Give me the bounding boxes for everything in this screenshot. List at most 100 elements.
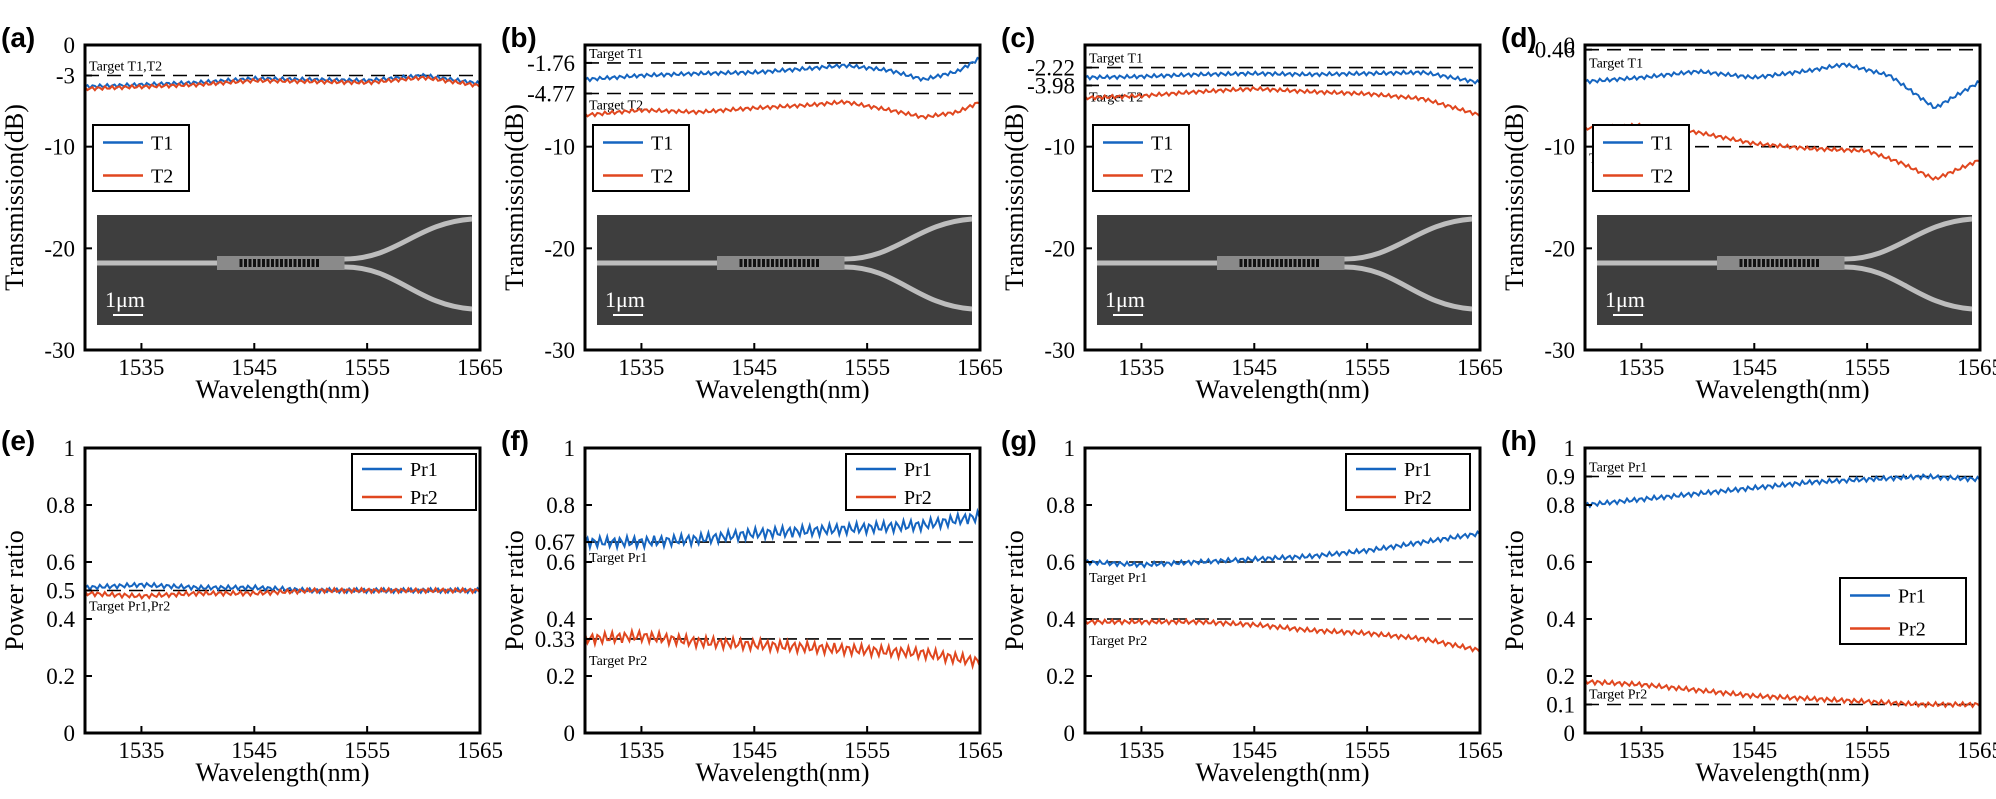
sem-etched-hole	[1289, 259, 1292, 267]
y-tick-label: 0.9	[1546, 465, 1575, 490]
x-tick-label: 1565	[957, 355, 1003, 380]
x-tick-label: 1555	[344, 738, 390, 763]
y-tick-label: -20	[44, 236, 75, 261]
legend: T1 T2	[1092, 124, 1190, 192]
legend-entry: T2	[1151, 166, 1173, 188]
x-tick-label: 1555	[1844, 355, 1890, 380]
legend-entry: T1	[151, 133, 173, 155]
legend-box	[1839, 577, 1967, 645]
sem-etched-hole	[262, 259, 265, 267]
sem-etched-hole	[1253, 259, 1256, 267]
series-line-t2	[584, 99, 981, 121]
sem-output-arm-lower	[1344, 264, 1473, 312]
y-tick-label: -10	[1544, 135, 1575, 160]
sem-etched-hole	[1298, 259, 1301, 267]
x-tick-label: 1565	[957, 738, 1003, 763]
panel-label: (f)	[501, 425, 529, 456]
sem-etched-hole	[1316, 259, 1319, 267]
y-axis-label: Transmission(dB)	[500, 104, 529, 291]
series-line-t2	[84, 75, 481, 92]
sem-etched-hole	[307, 259, 310, 267]
y-tick-label: 0.67	[535, 530, 575, 555]
x-axis-label: Wavelength(nm)	[1695, 758, 1869, 787]
panel-label: (b)	[501, 22, 537, 53]
sem-etched-hole	[253, 259, 256, 267]
x-tick-label: 1565	[1457, 738, 1503, 763]
y-tick-label: 0	[1564, 33, 1576, 58]
sem-etched-hole	[257, 259, 261, 267]
y-tick-label: 0	[564, 721, 576, 746]
y-tick-label: 0.8	[546, 493, 575, 518]
sem-etched-hole	[1780, 259, 1783, 267]
legend: T1 T2	[92, 124, 190, 192]
sem-etched-hole	[780, 259, 783, 267]
x-tick-label: 1535	[1118, 355, 1164, 380]
x-tick-label: 1545	[231, 738, 277, 763]
sem-etched-hole	[766, 259, 770, 267]
series-line-pr1	[1584, 472, 1981, 509]
y-tick-label: 1	[1064, 436, 1076, 461]
panel-label: (a)	[1, 22, 35, 53]
y-tick-label: -30	[1044, 338, 1075, 363]
legend-entry: T1	[651, 133, 673, 155]
sem-etched-hole	[1798, 259, 1801, 267]
sem-etched-hole	[302, 259, 306, 267]
panel-a: (a) 1μm Target T1,T2 T1 T2 1535 1545 1555 1565 0 -…	[0, 22, 503, 404]
y-tick-label: 0.4	[1546, 607, 1575, 632]
y-tick-label: -20	[1544, 236, 1575, 261]
series-line-pr1	[584, 507, 981, 552]
sem-etched-hole	[762, 259, 765, 267]
scale-bar-label: 1μm	[605, 287, 645, 312]
sem-etched-hole	[789, 259, 792, 267]
x-tick-label: 1545	[1231, 355, 1277, 380]
y-axis-label: Power ratio	[1000, 530, 1029, 651]
scale-bar-label: 1μm	[1605, 287, 1645, 312]
y-tick-label: 0	[1064, 721, 1076, 746]
sem-etched-hole	[739, 259, 743, 267]
sem-output-arm-upper	[344, 216, 473, 262]
sem-etched-hole	[1293, 259, 1297, 267]
y-tick-label: -3.98	[1027, 73, 1075, 98]
sem-etched-hole	[1275, 259, 1279, 267]
legend: T1 T2	[592, 124, 690, 192]
sem-etched-hole	[311, 259, 315, 267]
x-tick-label: 1545	[1231, 738, 1277, 763]
target-label: Target Pr1,Pr2	[89, 600, 170, 615]
sem-etched-hole	[1744, 259, 1747, 267]
sem-etched-hole	[1739, 259, 1743, 267]
y-axis-label: Power ratio	[1500, 530, 1529, 651]
sem-etched-hole	[284, 259, 288, 267]
sem-etched-hole	[771, 259, 774, 267]
axes-frame	[583, 43, 982, 352]
axes-frame	[83, 43, 482, 352]
target-label: Target Pr1	[1089, 571, 1147, 586]
sem-etched-hole	[1271, 259, 1274, 267]
y-tick-label: 0.2	[1046, 664, 1075, 689]
y-tick-label: -10	[44, 135, 75, 160]
legend-entry: T2	[651, 166, 673, 188]
legend-entry: T2	[1651, 166, 1673, 188]
sem-etched-hole	[748, 259, 752, 267]
x-axis-label: Wavelength(nm)	[695, 375, 869, 404]
legend-entry: Pr1	[410, 459, 438, 481]
target-label: Target T1,T2	[89, 60, 162, 75]
axes-frame	[1083, 43, 1482, 352]
y-axis-label: Power ratio	[500, 530, 529, 651]
y-tick-label: 0	[64, 721, 76, 746]
sem-output-arm-lower	[344, 264, 473, 312]
sem-etched-hole	[1766, 259, 1770, 267]
sem-etched-hole	[1811, 259, 1815, 267]
sem-output-arm-lower	[844, 264, 973, 312]
x-tick-label: 1535	[618, 738, 664, 763]
y-tick-label: -30	[544, 338, 575, 363]
legend-box	[592, 124, 690, 192]
sem-etched-hole	[775, 259, 779, 267]
x-tick-label: 1535	[1618, 355, 1664, 380]
y-tick-label: 0.8	[1546, 493, 1575, 518]
sem-etched-hole	[316, 259, 319, 267]
y-tick-label: 0.1	[1546, 693, 1575, 718]
sem-etched-hole	[1793, 259, 1797, 267]
